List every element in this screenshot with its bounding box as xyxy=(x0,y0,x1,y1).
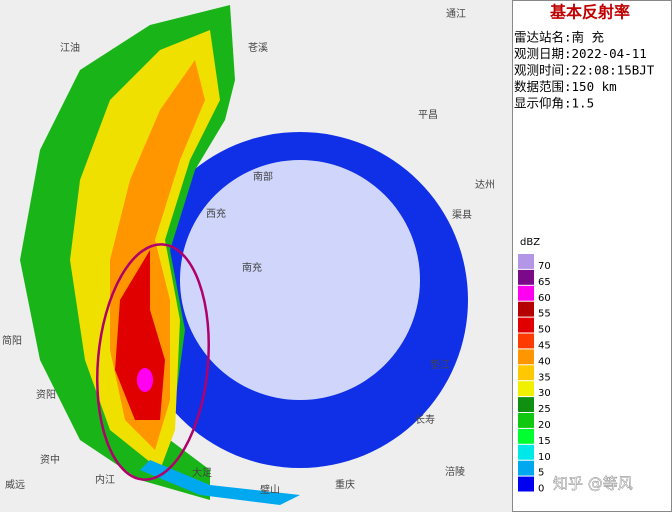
city-label: 南部 xyxy=(253,170,273,183)
legend-swatch xyxy=(518,317,534,333)
panel-title: 基本反射率 xyxy=(549,3,630,22)
legend-swatch xyxy=(518,254,534,269)
info-line: 雷达站名:南 充 xyxy=(514,30,604,45)
watermark: 知乎 @等风 xyxy=(553,475,633,493)
legend-swatch xyxy=(518,349,534,365)
annotation-ellipse xyxy=(96,243,210,481)
legend-swatch xyxy=(518,428,534,444)
city-label: 涪陵 xyxy=(445,465,465,478)
legend-swatch xyxy=(518,285,534,301)
info-line: 数据范围:150 km xyxy=(514,79,617,94)
city-label: 璧山 xyxy=(260,483,280,496)
legend-swatch xyxy=(518,365,534,381)
legend-label: 45 xyxy=(538,340,551,351)
legend-label: 55 xyxy=(538,309,551,320)
city-label: 垫江 xyxy=(430,358,450,371)
legend-swatch xyxy=(518,444,534,460)
legend-swatch xyxy=(518,397,534,412)
side-panel xyxy=(512,0,672,512)
legend-label: 10 xyxy=(538,452,551,463)
legend-swatch xyxy=(518,301,534,317)
city-label: 渠县 xyxy=(452,209,472,221)
legend-label: 0 xyxy=(538,484,544,495)
legend-label: 30 xyxy=(538,388,551,399)
legend-swatch xyxy=(518,476,534,492)
info-line: 显示仰角:1.5 xyxy=(514,96,594,111)
legend-label: 60 xyxy=(538,293,551,304)
legend-label: 20 xyxy=(538,420,551,431)
legend-swatch xyxy=(518,460,534,476)
city-label: 江油 xyxy=(60,41,80,54)
legend-label: 25 xyxy=(538,404,551,415)
legend-label: 40 xyxy=(538,356,551,367)
city-label: 重庆 xyxy=(335,478,355,491)
legend-swatch xyxy=(518,269,534,285)
legend-swatch xyxy=(518,413,534,428)
city-label: 内江 xyxy=(95,473,115,486)
city-label: 威远 xyxy=(5,478,25,491)
info-line: 观测日期:2022-04-11 xyxy=(514,46,647,61)
echo xyxy=(20,5,468,505)
legend-label: 70 xyxy=(538,261,551,272)
city-label: 大足 xyxy=(192,466,212,479)
legend-label: 5 xyxy=(538,468,544,479)
legend-label: 15 xyxy=(538,436,551,447)
legend-swatch xyxy=(518,333,534,349)
city-label: 苍溪 xyxy=(248,41,268,54)
city-label: 资阳 xyxy=(36,389,56,401)
city-label: 通江 xyxy=(446,8,466,20)
city-label: 南充 xyxy=(242,261,262,274)
legend-label: 35 xyxy=(538,372,551,383)
city-label: 达州 xyxy=(475,179,495,191)
legend-swatch xyxy=(518,381,534,397)
legend-label: 65 xyxy=(538,277,551,288)
city-label: 资中 xyxy=(40,453,60,466)
legend-unit: dBZ xyxy=(520,237,540,248)
city-label: 长寿 xyxy=(415,413,435,426)
info-line: 观测时间:22:08:15BJT xyxy=(514,63,655,78)
city-label: 简阳 xyxy=(2,334,22,347)
legend-label: 50 xyxy=(538,325,551,336)
city-label: 西充 xyxy=(206,207,226,220)
city-label: 平昌 xyxy=(418,109,438,121)
